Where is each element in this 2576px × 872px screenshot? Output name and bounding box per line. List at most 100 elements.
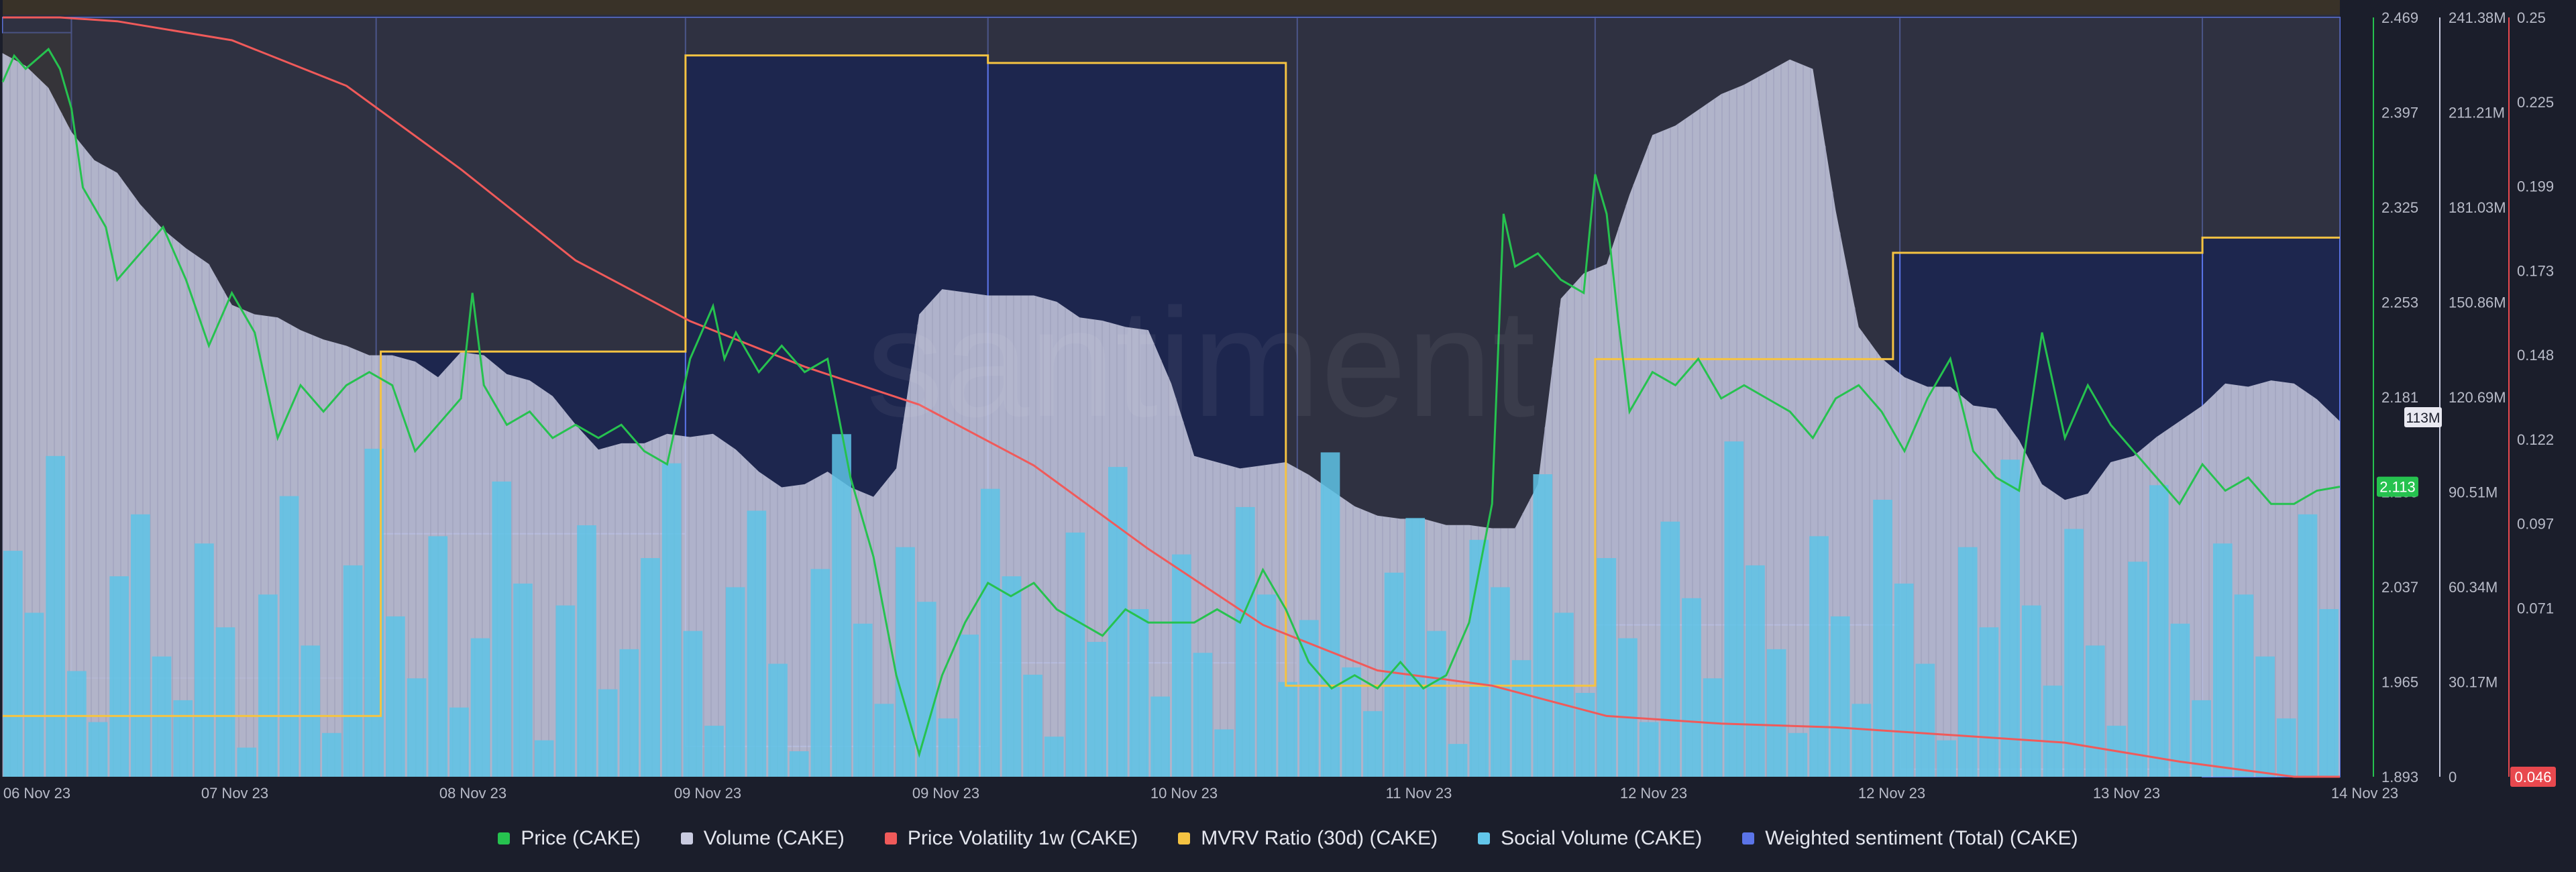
- price-current-value: 2.113: [2379, 479, 2415, 496]
- social-volume-bar: [853, 623, 873, 777]
- price-tick-label: 1.965: [2381, 674, 2418, 691]
- social-volume-bar: [24, 612, 44, 777]
- volume-tick-label: 120.69M: [2449, 389, 2506, 406]
- volume-tick-label: 90.51M: [2449, 484, 2498, 501]
- social-volume-bar: [1915, 663, 1935, 777]
- social-volume-bar: [1873, 500, 1892, 777]
- social-volume-bar: [279, 496, 299, 777]
- social-volume-bar: [1660, 521, 1680, 777]
- social-volume-bar: [704, 725, 724, 777]
- social-volume-bar: [1256, 594, 1277, 777]
- social-volume-bar: [2000, 459, 2020, 777]
- social-volume-bar: [428, 536, 448, 777]
- plot-top-band: [3, 0, 2340, 15]
- social-volume-bar: [1533, 474, 1553, 777]
- volatility-tick-label: 0.225: [2517, 94, 2554, 111]
- social-volume-bar: [1491, 587, 1510, 777]
- social-volume-bar: [1236, 506, 1255, 777]
- social-volume-bar: [2255, 656, 2275, 777]
- legend-label-mvrv: MVRV Ratio (30d) (CAKE): [1201, 827, 1438, 849]
- social-volume-bar: [2212, 543, 2233, 777]
- legend-item-volume[interactable]: Volume (CAKE): [680, 827, 845, 850]
- legend-label-volatility: Price Volatility 1w (CAKE): [907, 827, 1138, 849]
- social-volume-bar: [492, 481, 512, 777]
- volatility-tick-label: 0.25: [2517, 9, 2546, 26]
- legend-swatch-social-volume: [1478, 832, 1491, 844]
- x-tick-label: 09 Nov 23: [912, 785, 979, 802]
- legend-item-social-volume[interactable]: Social Volume (CAKE): [1478, 827, 1702, 850]
- legend-swatch-volatility: [884, 832, 897, 844]
- price-tick-label: 2.325: [2381, 199, 2418, 216]
- social-volume-bar: [1766, 649, 1786, 777]
- legend-item-price[interactable]: Price (CAKE): [498, 827, 641, 850]
- social-volume-bar: [1788, 732, 1808, 777]
- social-volume-bar: [980, 488, 1000, 777]
- social-volume-bar: [1108, 467, 1128, 777]
- volatility-tick-label: 0.071: [2517, 600, 2554, 616]
- social-volume-bar: [577, 525, 596, 777]
- social-volume-bar: [2276, 718, 2296, 777]
- social-volume-bar: [555, 605, 576, 777]
- legend-item-sentiment[interactable]: Weighted sentiment (Total) (CAKE): [1742, 827, 2078, 850]
- legend-item-volatility[interactable]: Price Volatility 1w (CAKE): [884, 827, 1138, 850]
- social-volume-bar: [131, 514, 150, 777]
- social-volume-bar: [1384, 572, 1404, 777]
- social-volume-bar: [619, 649, 639, 777]
- social-volume-bar: [1809, 536, 1829, 777]
- x-tick-label: 13 Nov 23: [2093, 785, 2160, 802]
- social-volume-bar: [470, 638, 490, 777]
- price-line: [1, 47, 2341, 758]
- x-tick-label: 09 Nov 23: [674, 785, 741, 802]
- legend-swatch-sentiment: [1742, 832, 1755, 844]
- price-tick-label: 1.893: [2381, 769, 2418, 785]
- social-volume-bar: [1851, 704, 1872, 777]
- social-volume-bar: [1511, 660, 1532, 777]
- social-volume-bar: [1957, 547, 1978, 777]
- volume-current-badge: [2404, 407, 2442, 427]
- social-volume-bar: [832, 434, 851, 777]
- price-tick-label: 2.253: [2381, 294, 2418, 311]
- x-tick-label: 10 Nov 23: [1150, 785, 1218, 802]
- social-volume-bar: [810, 569, 830, 777]
- social-volume-bar: [534, 740, 554, 777]
- price-tick-label: 2.469: [2381, 9, 2418, 26]
- social-volume-bar: [237, 747, 257, 777]
- x-tick-label: 06 Nov 23: [3, 785, 70, 802]
- social-volume-bar: [725, 587, 745, 777]
- social-volume-bar: [1193, 653, 1213, 777]
- social-volume-bar: [1172, 554, 1191, 777]
- social-volume-bar: [2128, 561, 2147, 777]
- social-volume-bar: [1320, 452, 1340, 777]
- social-volume-bar: [343, 565, 363, 777]
- legend-label-volume: Volume (CAKE): [703, 827, 845, 849]
- legend-item-mvrv[interactable]: MVRV Ratio (30d) (CAKE): [1178, 827, 1438, 850]
- volatility-current-value: 0.046: [2514, 769, 2551, 785]
- social-volume-bar: [386, 616, 405, 777]
- social-volume-bar: [1597, 557, 1617, 777]
- social-volume-bar: [1214, 729, 1234, 777]
- social-volume-bar: [1427, 631, 1446, 777]
- volatility-current-badge: [2510, 767, 2556, 787]
- volatility-tick-label: 0.199: [2517, 178, 2554, 195]
- volume-current-value: 113M: [2406, 411, 2440, 426]
- x-tick-label: 11 Nov 23: [1386, 785, 1452, 802]
- legend-label-social-volume: Social Volume (CAKE): [1501, 827, 1703, 849]
- social-volume-bar: [683, 631, 703, 777]
- social-volume-bar: [1575, 693, 1595, 777]
- social-volume-bar: [938, 718, 958, 777]
- social-volume-bar: [2149, 485, 2169, 777]
- social-volume-bar: [1150, 696, 1170, 777]
- social-volume-bar: [789, 751, 809, 777]
- social-volume-bar: [747, 510, 767, 777]
- volume-tick-label: 150.86M: [2449, 294, 2506, 311]
- social-volume-bar: [661, 463, 682, 777]
- social-volume-bar: [173, 700, 193, 777]
- social-volume-bar: [1830, 616, 1850, 777]
- social-volume-bar: [874, 704, 894, 777]
- social-volume-bar: [1703, 678, 1723, 777]
- social-volume-bar: [1894, 584, 1914, 777]
- social-volume-bar: [1342, 667, 1362, 777]
- social-volume-bar: [46, 455, 66, 777]
- price-tick-label: 2.037: [2381, 579, 2418, 596]
- social-volume-bar: [1746, 565, 1765, 777]
